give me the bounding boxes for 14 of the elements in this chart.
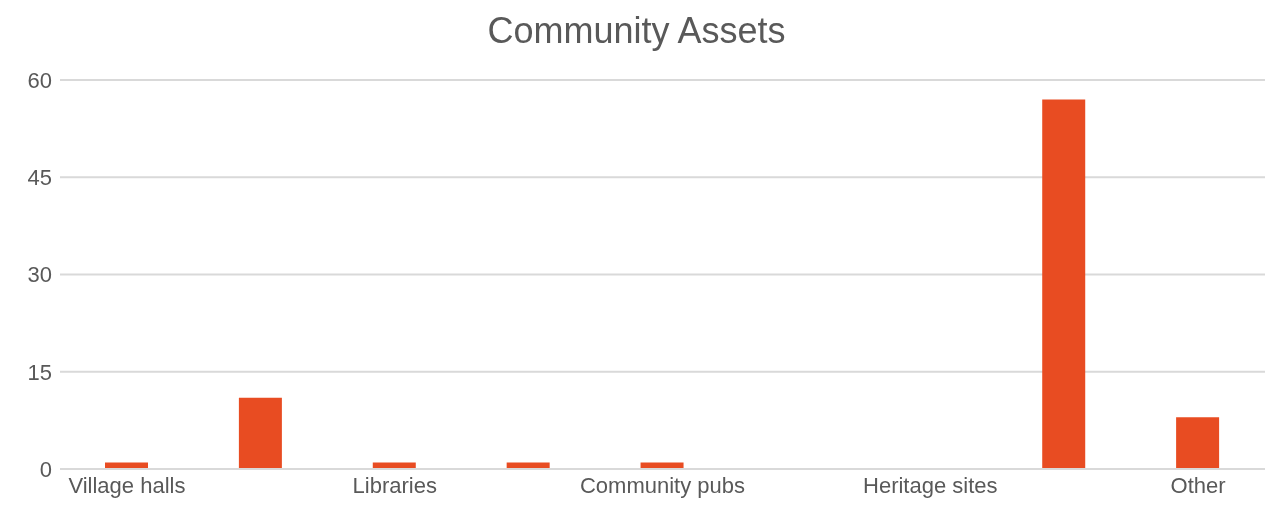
x-tick-label: Village halls xyxy=(68,472,186,498)
bar xyxy=(238,397,282,469)
bar xyxy=(1042,99,1086,469)
y-tick-label: 45 xyxy=(27,165,52,191)
chart-title: Community Assets xyxy=(486,9,787,53)
y-tick-label: 15 xyxy=(27,359,52,385)
y-tick-label: 60 xyxy=(27,67,52,93)
bar xyxy=(1176,417,1220,469)
x-tick-label: Heritage sites xyxy=(863,472,998,498)
x-tick-label: Other xyxy=(1170,472,1226,498)
x-tick-label: Community pubs xyxy=(579,472,746,498)
x-tick-label: Libraries xyxy=(352,472,437,498)
y-tick-label: 0 xyxy=(39,456,52,482)
y-tick-label: 30 xyxy=(27,262,52,288)
